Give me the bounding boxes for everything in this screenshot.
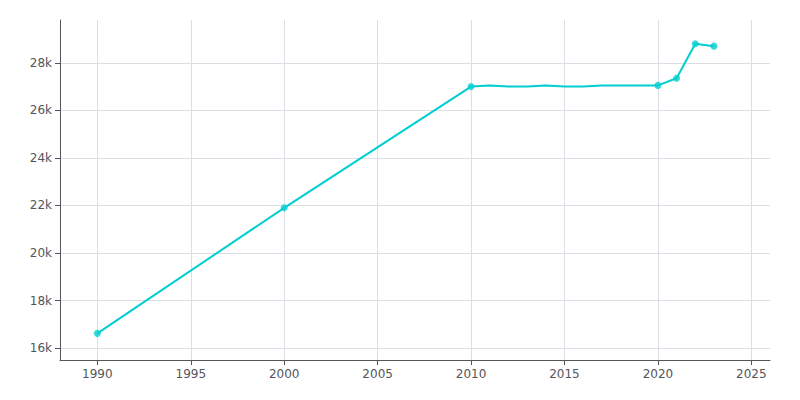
svg-text:24k: 24k xyxy=(30,151,52,165)
svg-text:28k: 28k xyxy=(30,56,52,70)
svg-text:2020: 2020 xyxy=(643,367,674,381)
svg-text:2025: 2025 xyxy=(736,367,767,381)
svg-text:2005: 2005 xyxy=(362,367,393,381)
svg-text:18k: 18k xyxy=(30,294,52,308)
svg-text:1990: 1990 xyxy=(82,367,113,381)
svg-text:2010: 2010 xyxy=(456,367,487,381)
svg-text:2015: 2015 xyxy=(549,367,580,381)
svg-text:2000: 2000 xyxy=(269,367,300,381)
svg-text:22k: 22k xyxy=(30,198,52,212)
svg-text:1995: 1995 xyxy=(176,367,207,381)
svg-text:16k: 16k xyxy=(30,341,52,355)
svg-text:20k: 20k xyxy=(30,246,52,260)
svg-text:26k: 26k xyxy=(30,103,52,117)
